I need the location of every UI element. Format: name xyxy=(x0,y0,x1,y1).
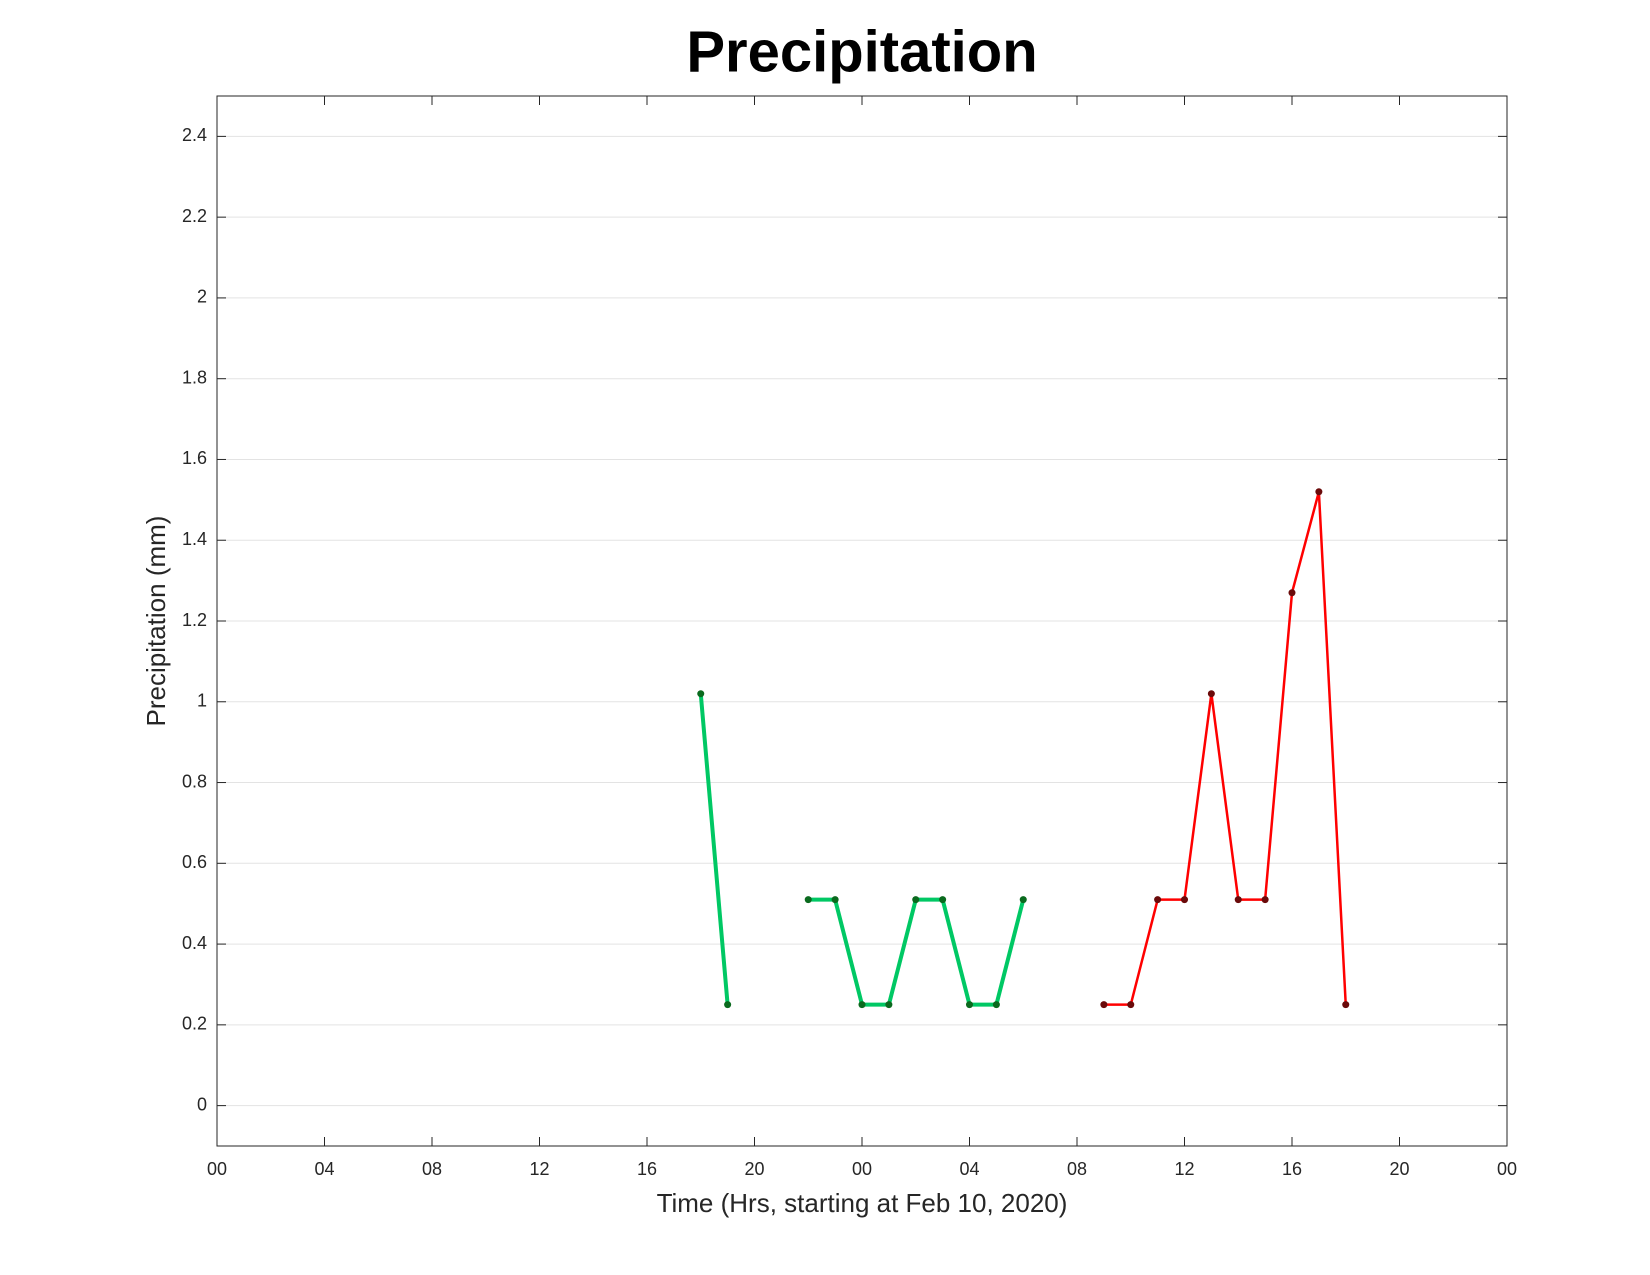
x-tick-label: 08 xyxy=(422,1159,442,1179)
data-point xyxy=(1234,896,1242,904)
x-tick-label: 20 xyxy=(1389,1159,1409,1179)
y-tick-label: 2.4 xyxy=(182,125,207,145)
data-point xyxy=(1315,488,1323,496)
x-tick-label: 12 xyxy=(1174,1159,1194,1179)
data-point xyxy=(939,896,947,904)
y-tick-label: 1.6 xyxy=(182,448,207,468)
data-point xyxy=(804,896,812,904)
data-point xyxy=(912,896,920,904)
data-point xyxy=(1181,896,1188,904)
series-line xyxy=(1103,490,1347,1006)
data-point xyxy=(1207,690,1215,698)
y-tick-label: 0.4 xyxy=(182,933,207,953)
data-point xyxy=(1342,1001,1350,1009)
y-tick-label: 0.8 xyxy=(182,771,207,791)
y-tick-label: 2 xyxy=(197,287,207,307)
data-point xyxy=(1100,1001,1108,1009)
x-tick-label: 04 xyxy=(959,1159,979,1179)
y-tick-label: 0 xyxy=(197,1094,207,1114)
y-tick-label: 1.8 xyxy=(182,367,207,387)
x-tick-label: 08 xyxy=(1067,1159,1087,1179)
data-point xyxy=(858,1001,866,1009)
data-point xyxy=(831,896,839,904)
data-point xyxy=(724,1001,732,1009)
data-point xyxy=(966,1001,973,1009)
y-tick-label: 1 xyxy=(197,691,207,711)
x-axis-label: Time (Hrs, starting at Feb 10, 2020) xyxy=(657,1188,1068,1218)
data-point xyxy=(1288,589,1296,597)
data-point xyxy=(697,690,705,698)
data-point xyxy=(1261,896,1269,904)
data-point xyxy=(885,1001,893,1009)
y-tick-label: 2.2 xyxy=(182,206,207,226)
y-axis-label: Precipitation (mm) xyxy=(141,516,171,727)
data-point xyxy=(1019,896,1027,904)
x-tick-label: 16 xyxy=(1282,1159,1302,1179)
x-tick-label: 00 xyxy=(207,1159,227,1179)
x-tick-label: 00 xyxy=(852,1159,872,1179)
data-point xyxy=(1154,896,1162,904)
y-tick-label: 0.6 xyxy=(182,852,207,872)
y-tick-label: 0.2 xyxy=(182,1014,207,1034)
series-line xyxy=(698,693,1026,1007)
plot-frame xyxy=(216,95,1508,1147)
x-tick-label: 12 xyxy=(529,1159,549,1179)
chart-title: Precipitation xyxy=(686,19,1037,84)
y-tick-label: 1.4 xyxy=(182,529,207,549)
y-tick-label: 1.2 xyxy=(182,610,207,630)
data-point xyxy=(1127,1001,1135,1009)
x-tick-label: 20 xyxy=(744,1159,764,1179)
x-tick-label: 04 xyxy=(314,1159,334,1179)
x-tick-label: 00 xyxy=(1497,1159,1517,1179)
data-point xyxy=(992,1001,1000,1009)
x-tick-label: 16 xyxy=(637,1159,657,1179)
